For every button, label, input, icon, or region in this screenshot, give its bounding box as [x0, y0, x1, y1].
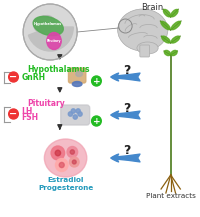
- Text: +: +: [93, 77, 100, 85]
- Circle shape: [69, 157, 79, 167]
- Ellipse shape: [137, 42, 158, 54]
- Ellipse shape: [163, 10, 170, 17]
- FancyArrowPatch shape: [111, 111, 140, 119]
- Circle shape: [78, 112, 82, 116]
- Text: ?: ?: [124, 143, 131, 156]
- Ellipse shape: [72, 82, 82, 87]
- Circle shape: [51, 146, 65, 160]
- FancyBboxPatch shape: [68, 68, 86, 83]
- FancyArrowPatch shape: [111, 154, 140, 162]
- Circle shape: [59, 162, 64, 168]
- Circle shape: [9, 72, 18, 82]
- Circle shape: [92, 76, 101, 86]
- Ellipse shape: [44, 139, 87, 177]
- Text: LH: LH: [21, 107, 33, 115]
- FancyBboxPatch shape: [61, 105, 90, 125]
- Text: Plant extracts: Plant extracts: [146, 193, 196, 199]
- Circle shape: [71, 109, 75, 113]
- Circle shape: [55, 150, 61, 156]
- Text: Estradiol: Estradiol: [47, 177, 84, 183]
- Ellipse shape: [171, 36, 180, 43]
- Circle shape: [67, 146, 78, 158]
- Circle shape: [9, 109, 18, 119]
- Text: +: +: [93, 117, 100, 125]
- Text: ?: ?: [124, 64, 131, 77]
- Text: −: −: [9, 109, 18, 119]
- Text: Progesterone: Progesterone: [38, 185, 93, 191]
- Ellipse shape: [76, 71, 82, 77]
- Ellipse shape: [162, 36, 170, 43]
- Circle shape: [72, 160, 76, 164]
- Ellipse shape: [161, 21, 170, 30]
- Circle shape: [70, 150, 74, 154]
- Text: ?: ?: [124, 102, 131, 115]
- Text: Hypothalamus: Hypothalamus: [27, 64, 90, 74]
- Ellipse shape: [47, 33, 61, 49]
- Text: Pituitary: Pituitary: [47, 39, 61, 43]
- Text: GnRH: GnRH: [21, 72, 45, 82]
- Ellipse shape: [171, 10, 178, 17]
- FancyArrowPatch shape: [111, 73, 140, 81]
- Circle shape: [76, 109, 80, 113]
- Ellipse shape: [164, 50, 170, 56]
- Text: Brain: Brain: [141, 3, 164, 13]
- Ellipse shape: [118, 9, 168, 51]
- Ellipse shape: [34, 16, 55, 32]
- Circle shape: [23, 4, 77, 60]
- Circle shape: [92, 116, 101, 126]
- Circle shape: [73, 115, 77, 119]
- Text: Hypothalamus: Hypothalamus: [34, 22, 62, 26]
- Circle shape: [68, 112, 73, 116]
- Ellipse shape: [33, 16, 63, 36]
- Text: Pituitary: Pituitary: [27, 99, 65, 107]
- Circle shape: [55, 158, 68, 171]
- Ellipse shape: [171, 50, 177, 56]
- FancyBboxPatch shape: [140, 45, 149, 57]
- Text: −: −: [9, 72, 18, 82]
- Wedge shape: [28, 27, 73, 51]
- Ellipse shape: [171, 21, 180, 30]
- Text: FSH: FSH: [21, 113, 38, 123]
